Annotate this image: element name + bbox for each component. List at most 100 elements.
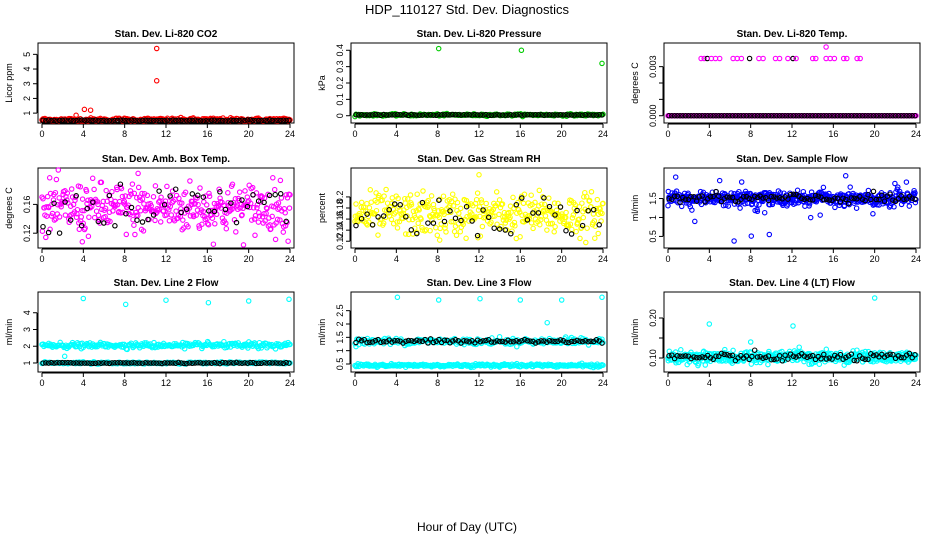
colored-point — [278, 195, 285, 201]
outlier-point — [823, 44, 829, 50]
black-point — [375, 112, 381, 118]
black-point — [48, 359, 55, 366]
colored-point — [474, 190, 481, 196]
black-point — [560, 338, 567, 344]
black-point — [386, 112, 392, 118]
outlier-point — [766, 231, 773, 238]
black-point — [275, 360, 281, 366]
black-point — [771, 112, 777, 119]
black-point — [727, 112, 733, 119]
black-point — [414, 230, 420, 237]
x-tick-label: 12 — [161, 129, 171, 139]
colored-point — [426, 213, 433, 219]
colored-point — [254, 205, 260, 211]
black-point — [502, 112, 509, 118]
colored-point — [367, 187, 374, 193]
colored-point — [793, 55, 799, 62]
colored-point — [498, 223, 504, 230]
x-tick-label: 12 — [787, 129, 797, 139]
black-point — [563, 112, 569, 118]
black-point — [211, 117, 218, 124]
black-point — [682, 196, 689, 202]
colored-point — [286, 205, 293, 211]
black-point — [45, 117, 52, 123]
black-point — [735, 112, 741, 119]
black-point — [214, 118, 220, 124]
black-point — [768, 193, 775, 200]
colored-point — [457, 205, 464, 212]
black-point — [378, 339, 384, 346]
black-point — [117, 117, 124, 123]
outlier-point — [394, 294, 401, 301]
black-point — [541, 112, 547, 118]
outlier-point — [842, 173, 849, 179]
colored-point — [132, 231, 138, 238]
black-point — [261, 117, 267, 124]
black-point — [266, 359, 273, 366]
panel-title: Stan. Dev. Gas Stream RH — [417, 154, 540, 165]
black-point — [870, 188, 877, 195]
outlier-point — [599, 294, 605, 301]
figure-x-axis-label: Hour of Day (UTC) — [417, 520, 517, 534]
black-point — [568, 338, 575, 345]
black-point — [114, 117, 121, 124]
black-point — [557, 111, 564, 118]
outlier-point — [245, 298, 252, 304]
black-point — [669, 196, 675, 202]
black-point — [757, 353, 763, 360]
colored-point — [816, 361, 823, 367]
black-point — [787, 191, 794, 198]
black-point — [195, 360, 201, 366]
colored-point — [549, 220, 556, 227]
outlier-point — [205, 299, 212, 306]
colored-point — [428, 193, 435, 199]
x-tick-label: 20 — [557, 254, 567, 264]
colored-point — [599, 210, 605, 217]
black-point — [590, 206, 597, 213]
black-point — [879, 192, 885, 199]
black-point — [272, 191, 278, 198]
black-point — [73, 117, 79, 124]
colored-point — [223, 225, 230, 232]
black-point — [67, 217, 74, 223]
colored-point — [702, 362, 709, 368]
black-point — [743, 112, 750, 119]
black-point — [95, 360, 102, 366]
colored-point — [120, 209, 126, 216]
colored-point — [538, 216, 544, 223]
colored-point — [76, 226, 83, 233]
outlier-point — [80, 295, 87, 302]
outlier-point — [73, 112, 79, 119]
x-tick-label: 0 — [39, 129, 44, 139]
black-point — [441, 218, 448, 225]
x-tick-label: 8 — [435, 254, 440, 264]
black-point — [449, 338, 456, 344]
black-point — [729, 112, 736, 119]
black-point — [666, 195, 672, 202]
black-point — [671, 112, 678, 119]
colored-point — [761, 209, 768, 216]
colored-point — [407, 192, 414, 198]
black-point — [161, 118, 168, 124]
black-point — [195, 118, 201, 124]
black-point — [691, 354, 697, 360]
black-point — [419, 112, 426, 118]
colored-point — [380, 220, 387, 226]
colored-point — [158, 194, 164, 201]
black-point — [724, 194, 730, 200]
black-point — [876, 112, 882, 119]
colored-point — [891, 204, 897, 210]
black-point — [178, 360, 184, 366]
black-point — [765, 353, 772, 359]
colored-point — [823, 346, 830, 353]
black-point — [571, 112, 578, 118]
black-point — [543, 339, 550, 345]
black-point — [798, 112, 805, 119]
colored-point — [817, 212, 823, 218]
black-point — [843, 196, 849, 203]
black-point — [425, 340, 431, 346]
colored-point — [408, 201, 415, 208]
black-point — [367, 339, 373, 346]
colored-point — [723, 202, 729, 209]
